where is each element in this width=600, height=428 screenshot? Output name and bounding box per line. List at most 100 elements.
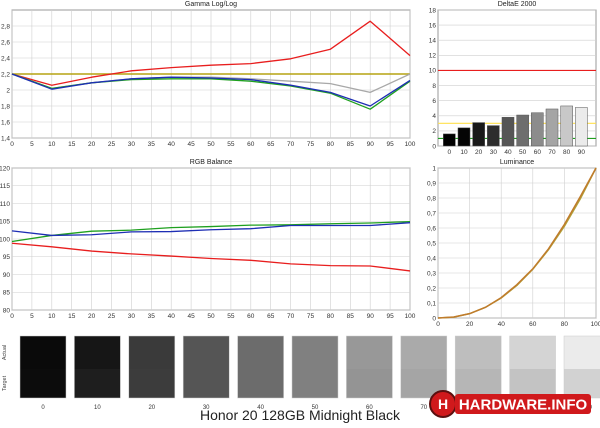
luminance-ytick-label: 0,9 [427,180,436,187]
grayscale-swatch-target [237,369,284,398]
deltae-bar [560,105,573,147]
gamma-ytick-label: 2,6 [1,39,10,46]
deltae-ytick-label: 12 [429,53,437,60]
deltae-bar [457,127,471,147]
grayscale-label: 10 [94,405,101,411]
rgb-xtick-label: 60 [247,313,255,320]
luminance-ytick-label: 0,2 [427,285,436,292]
deltae-ytick-label: 16 [429,22,437,29]
rgb-ytick-label: 110 [0,201,10,208]
grayscale-swatch-actual [183,336,230,369]
deltae-bar [531,112,544,147]
deltae-bar [575,107,588,147]
grayscale-swatch-frame [291,335,339,399]
luminance-ytick-label: 1 [432,165,436,172]
rgb-xtick-label: 70 [287,313,295,320]
gamma-xtick-label: 75 [307,141,315,148]
rgb-xtick-label: 80 [327,313,335,320]
grayscale-label: 50 [312,405,319,411]
deltae-xtick-label: 30 [490,149,498,156]
rgb-xtick-label: 90 [367,313,375,320]
grayscale-swatch-actual [346,336,393,369]
deltae-xtick-label: 10 [460,149,468,156]
luminance-ytick-label: 0,8 [427,195,436,202]
grayscale-swatch-target [20,369,66,398]
gamma-xtick-label: 45 [187,141,195,148]
grayscale-swatch-target [183,369,230,398]
rgb-ytick-label: 120 [0,165,10,172]
grayscale-swatch-frame [19,335,67,399]
deltae-bar [516,114,529,147]
luminance-xtick-label: 20 [466,321,474,328]
rgb-series-green [11,220,411,243]
grayscale-swatch-actual [455,336,502,369]
gamma-xtick-label: 10 [48,141,56,148]
grayscale-swatch-frame [182,335,230,399]
rgb-xtick-label: 85 [347,313,355,320]
deltae-bar [443,133,456,147]
rgb-series-blue [11,222,411,237]
grayscale-swatch-target [509,369,556,398]
gamma-ytick-label: 2,8 [1,23,10,30]
rgb-ytick-label: 80 [3,307,11,314]
deltae-ytick-label: 10 [429,68,437,75]
luminance-chart: 0 20 40 60 80 100 0 0,1 0,2 0,3 0,4 0,5 0,6 0,7 0,8 0,9… [427,159,600,328]
deltae-xtick-label: 0 [448,149,452,156]
grayscale-swatch-actual [400,336,447,369]
brand-logo: H HARDWARE.INFO [428,390,594,418]
gamma-xtick-label: 85 [347,141,355,148]
deltae-ytick-label: 0 [432,143,436,150]
grayscale-label: 40 [257,405,264,411]
grayscale-label: 0 [41,405,45,411]
deltae-xtick-label: 80 [563,149,571,156]
luminance-series-actual [437,167,597,319]
grayscale-swatch-frame [74,335,121,399]
grayscale-swatch-actual [237,336,284,369]
rgb-xtick-label: 65 [267,313,275,320]
gamma-xtick-label: 0 [10,141,14,148]
rgb-xtick-label: 20 [88,313,96,320]
gamma-xtick-label: 15 [68,141,76,148]
rgb-xtick-label: 55 [227,313,235,320]
gamma-xtick-label: 30 [128,141,136,148]
luminance-ytick-label: 0,7 [427,210,436,217]
rgb-xtick-label: 75 [307,313,315,320]
luminance-xtick-label: 80 [561,321,569,328]
rgb-ytick-label: 90 [3,272,11,279]
rgb-xtick-label: 100 [405,313,416,320]
deltae-ytick-label: 8 [432,83,436,90]
gamma-xtick-label: 65 [267,141,275,148]
rgb-xtick-label: 15 [68,313,76,320]
grayscale-swatch-actual [564,336,600,369]
grayscale-swatch-target [128,369,175,398]
rgb-balance-chart: 0 5 10 15 20 25 30 35 40 45 50 55 60 65 70 75 80 85 90 95 10… [0,159,416,320]
rgb-series-red [11,242,411,272]
luminance-xtick-label: 100 [591,321,600,328]
deltae-xtick-label: 50 [519,149,527,156]
rgb-xtick-label: 30 [128,313,136,320]
luminance-ytick-label: 0,5 [427,240,436,247]
rgb-xtick-label: 35 [148,313,156,320]
rgb-xtick-label: 45 [187,313,195,320]
rgb-xtick-label: 5 [30,313,34,320]
deltae-ytick-label: 14 [429,38,437,45]
luminance-xtick-label: 40 [498,321,506,328]
luminance-ytick-label: 0,4 [427,255,436,262]
deltae-xtick-label: 70 [548,149,556,156]
gamma-xtick-label: 90 [367,141,375,148]
grayscale-swatch-actual [509,336,556,369]
rgb-xtick-label: 25 [108,313,116,320]
grayscale-swatch-target [74,369,121,398]
deltae-bar [487,125,500,147]
gamma-ytick-label: 1,6 [1,119,10,126]
gamma-ytick-label: 1,8 [1,103,10,110]
rgb-xtick-label: 40 [168,313,176,320]
gamma-xtick-label: 35 [148,141,156,148]
grayscale-swatch-frame [346,335,393,399]
rgb-ytick-label: 85 [3,290,11,297]
gamma-xtick-label: 60 [247,141,255,148]
gamma-xtick-label: 100 [405,141,416,148]
gamma-series-blue [11,73,411,107]
grayscale-swatch-actual [292,336,338,369]
